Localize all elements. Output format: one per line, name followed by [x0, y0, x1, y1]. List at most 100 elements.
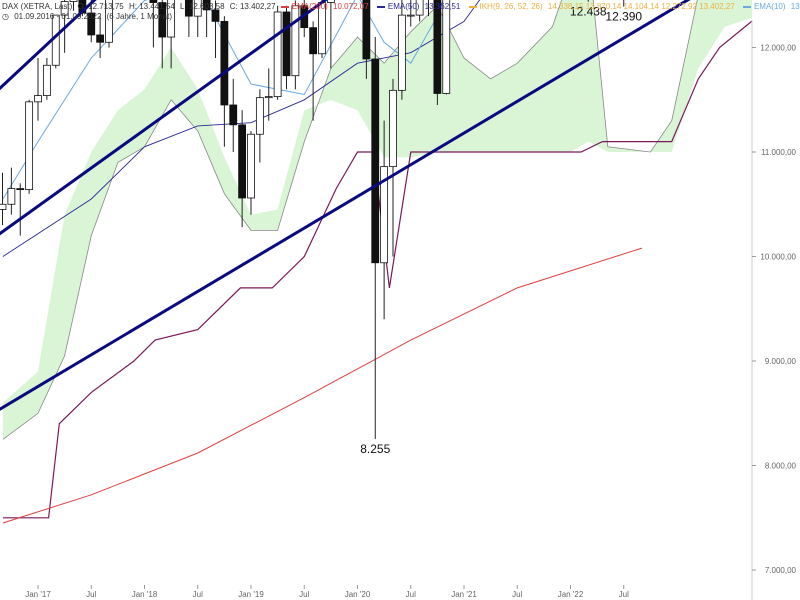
candle — [211, 0, 220, 58]
candle — [0, 172, 7, 226]
candle — [273, 5, 282, 100]
candle-body-down — [220, 20, 229, 106]
candle-body-up — [247, 133, 255, 199]
chart-header-line-1: DAX (XETRA, Last) O: 12.713,75 H: 13.441… — [2, 2, 800, 11]
candle-body-up — [25, 101, 34, 191]
candle — [380, 120, 389, 320]
ikh-legend[interactable]: IKH(9, 26, 52, 26) 14.338,15 13.870,14 1… — [468, 2, 738, 11]
candle-body-up — [167, 0, 176, 38]
candle-body-up — [442, 0, 451, 94]
candle — [371, 37, 380, 439]
candle-body-down — [238, 124, 247, 199]
candle-body-up — [291, 5, 300, 77]
x-tick-label: Jul — [193, 590, 203, 599]
ichimoku-cloud — [2, 0, 752, 440]
ema50-legend[interactable]: EMA(50) 13.362,51 — [376, 2, 463, 11]
candle-body-up — [406, 14, 415, 17]
trendline-upper-channel — [0, 0, 97, 91]
candle-body-down — [184, 0, 193, 17]
candle-body-down — [16, 188, 25, 191]
candle — [167, 0, 176, 69]
period-label: (6 Jahre, 1 Monat) — [106, 12, 173, 21]
date-range: 01.09.2016 - 01.09.2022 — [14, 12, 102, 21]
high-value: H: 13.441,54 — [128, 2, 175, 11]
low-value: L: 12.603,58 — [180, 2, 225, 11]
x-tick-label: Jul — [86, 590, 96, 599]
x-tick-label: Jan '19 — [238, 590, 264, 599]
candle-body-down — [211, 9, 220, 22]
ema200-legend[interactable]: EMA(200) 10.072,07 — [280, 2, 372, 11]
candle-body-up — [380, 166, 389, 264]
candle — [69, 0, 78, 11]
candle — [389, 78, 397, 257]
candle — [96, 16, 105, 58]
candle-body-up — [69, 0, 78, 2]
x-tick-label: Jul — [619, 590, 629, 599]
annotation-label: 12.390 — [605, 10, 642, 24]
candle-body-down — [309, 27, 318, 55]
candle — [25, 99, 34, 194]
candle — [397, 0, 406, 100]
candle — [51, 14, 60, 69]
candle-body-down — [96, 34, 105, 43]
clock-icon: ◷ — [2, 12, 9, 21]
candle-body-up — [415, 0, 424, 16]
x-tick-label: Jan '20 — [345, 590, 371, 599]
candle — [184, 0, 193, 38]
candle-body-up — [255, 97, 264, 135]
candle — [291, 0, 300, 90]
y-tick-label: 8.000,00 — [765, 462, 797, 471]
ema10-legend[interactable]: EMA(10) 13.860,50 — [742, 2, 800, 11]
candle-body-up — [34, 95, 42, 103]
candle — [433, 0, 442, 105]
close-value: C: 13.402,27 — [229, 2, 276, 11]
candle-body-up — [264, 96, 273, 99]
candle — [220, 16, 229, 147]
candle — [158, 0, 167, 69]
candle — [229, 78, 238, 152]
candle-body-up — [193, 0, 202, 17]
candle — [255, 89, 264, 163]
candle — [406, 0, 415, 27]
candle-body-up — [42, 64, 51, 96]
candle — [34, 57, 42, 121]
candle-body-up — [273, 11, 282, 98]
candle — [415, 0, 424, 22]
candle-body-down — [202, 0, 211, 11]
candle — [105, 0, 113, 48]
open-value: O: 12.713,75 — [77, 2, 124, 11]
x-tick-label: Jul — [299, 590, 309, 599]
candle — [326, 0, 335, 69]
y-tick-label: 7.000,00 — [765, 566, 797, 575]
trendline-lower-channel — [0, 0, 691, 411]
candle — [282, 5, 291, 90]
candle-body-up — [389, 89, 397, 168]
y-tick-label: 12.000,00 — [760, 44, 796, 53]
candle-body-down — [158, 2, 167, 38]
candle-body-up — [0, 203, 7, 210]
x-tick-label: Jan '21 — [451, 590, 477, 599]
candle — [264, 68, 273, 121]
candle — [149, 0, 158, 48]
candle — [202, 0, 211, 38]
candle-body-up — [105, 0, 113, 43]
x-tick-label: Jan '18 — [132, 590, 158, 599]
y-tick-label: 9.000,00 — [765, 357, 797, 366]
y-tick-label: 10.000,00 — [760, 253, 796, 262]
candle-body-up — [397, 14, 406, 91]
x-tick-label: Jul — [512, 590, 522, 599]
candle — [238, 110, 247, 228]
annotation-label: 8.255 — [360, 442, 390, 456]
candle — [309, 21, 318, 121]
candle — [42, 57, 51, 100]
trendline-middle-channel — [0, 0, 328, 236]
candle — [193, 0, 202, 38]
y-tick-label: 11.000,00 — [761, 148, 797, 157]
candle-body-down — [433, 0, 442, 94]
candle-body-up — [60, 1, 69, 16]
candle-body-up — [7, 188, 16, 205]
candle — [247, 131, 255, 215]
